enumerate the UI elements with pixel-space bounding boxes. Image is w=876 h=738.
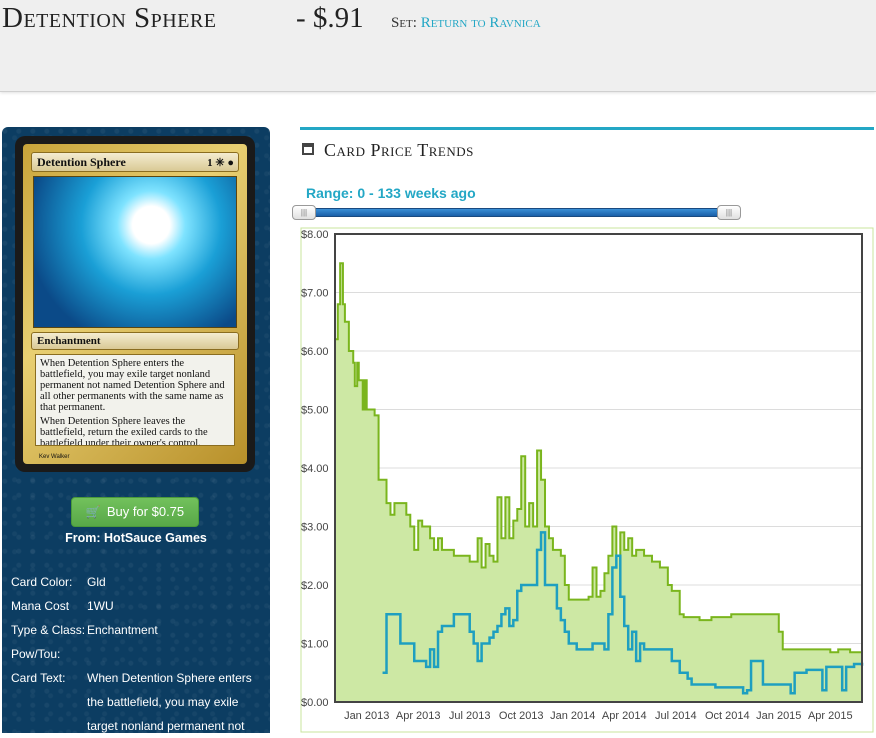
card-image-mana: 1 ✳ ● bbox=[207, 157, 234, 169]
x-tick-label: Oct 2013 bbox=[499, 710, 544, 722]
chart-outer-border bbox=[300, 227, 874, 733]
card-art bbox=[33, 176, 237, 328]
range-label: Range: 0 - 133 weeks ago bbox=[306, 185, 476, 201]
x-tick-label: Apr 2013 bbox=[396, 710, 441, 722]
x-tick-label: Jan 2014 bbox=[550, 710, 595, 722]
x-tick-label: Jul 2013 bbox=[449, 710, 491, 722]
card-image-text: When Detention Sphere enters the battlef… bbox=[35, 354, 235, 446]
y-tick-label: $6.00 bbox=[301, 346, 329, 358]
card-image-name-bar: Detention Sphere 1 ✳ ● bbox=[31, 152, 239, 172]
card-sidebar: Detention Sphere 1 ✳ ● Enchantment When … bbox=[2, 127, 270, 733]
detail-value: Enchantment bbox=[87, 623, 158, 637]
buy-button-label: Buy for $0.75 bbox=[106, 504, 185, 519]
trends-title: Card Price Trends bbox=[324, 140, 474, 160]
card-image-artist: Kev Walker bbox=[39, 454, 70, 460]
x-tick-label: Jan 2013 bbox=[344, 710, 389, 722]
x-tick-label: Apr 2015 bbox=[808, 710, 853, 722]
detail-label: Card Color: bbox=[11, 575, 73, 589]
calendar-icon bbox=[302, 143, 314, 155]
range-slider-handle-left[interactable]: ||| bbox=[292, 205, 316, 220]
plot-frame bbox=[334, 233, 863, 703]
price-chart: $0.00 $1.00 $2.00 $3.00 $4.00 $5.00 $6.00 $7.00… bbox=[300, 227, 874, 733]
y-tick-label: $1.00 bbox=[301, 639, 329, 651]
seller-line: From: HotSauce Games bbox=[65, 531, 207, 545]
detail-label: Pow/Tou: bbox=[11, 647, 61, 661]
set-label: Set: bbox=[391, 15, 417, 31]
card-title: Detention Sphere bbox=[2, 2, 217, 34]
y-tick-label: $2.00 bbox=[301, 580, 329, 592]
detail-label: Card Text: bbox=[11, 671, 66, 685]
buy-button[interactable]: 🛒 Buy for $0.75 bbox=[71, 497, 199, 527]
x-tick-label: Apr 2014 bbox=[602, 710, 647, 722]
card-frame: Detention Sphere 1 ✳ ● Enchantment When … bbox=[23, 144, 247, 464]
range-slider-selection[interactable] bbox=[312, 208, 728, 217]
detail-label: Mana Cost bbox=[11, 599, 70, 613]
set-link[interactable]: Return to Ravnica bbox=[420, 15, 541, 31]
range-slider-handle-right[interactable]: ||| bbox=[717, 205, 741, 220]
series-line-green bbox=[335, 262, 863, 654]
card-image: Detention Sphere 1 ✳ ● Enchantment When … bbox=[15, 136, 255, 472]
y-tick-label: $7.00 bbox=[301, 288, 329, 300]
detail-value: 1WU bbox=[87, 599, 114, 613]
card-image-text-2: When Detention Sphere leaves the battlef… bbox=[40, 416, 208, 446]
card-image-type: Enchantment bbox=[31, 332, 239, 350]
x-tick-label: Oct 2014 bbox=[705, 710, 750, 722]
detail-label: Type & Class: bbox=[11, 623, 86, 637]
accent-bar bbox=[300, 127, 874, 130]
y-tick-label: $8.00 bbox=[301, 229, 329, 241]
set-info: Set: Return to Ravnica bbox=[391, 15, 541, 32]
x-tick-label: Jan 2015 bbox=[756, 710, 801, 722]
y-tick-label: $5.00 bbox=[301, 405, 329, 417]
series-line-blue bbox=[382, 531, 864, 695]
cart-icon: 🛒 bbox=[85, 505, 101, 519]
detail-value: When Detention Sphere enters the battlef… bbox=[87, 671, 252, 733]
price-trends-panel: Card Price Trends Range: 0 - 133 weeks a… bbox=[292, 127, 874, 733]
card-image-name: Detention Sphere bbox=[37, 155, 126, 169]
detail-value: Gld bbox=[87, 575, 106, 589]
series-area-fill bbox=[335, 263, 862, 702]
x-tick-label: Jul 2014 bbox=[655, 710, 697, 722]
card-price: - $.91 bbox=[296, 2, 364, 34]
page-header: Detention Sphere - $.91 Set: Return to R… bbox=[0, 0, 876, 92]
card-image-text-1: When Detention Sphere enters the battlef… bbox=[40, 358, 225, 413]
y-tick-label: $4.00 bbox=[301, 463, 329, 475]
price-chart-svg: $0.00 $1.00 $2.00 $3.00 $4.00 $5.00 $6.00 $7.00… bbox=[300, 227, 874, 733]
y-tick-label: $0.00 bbox=[301, 697, 329, 709]
y-tick-label: $3.00 bbox=[301, 522, 329, 534]
